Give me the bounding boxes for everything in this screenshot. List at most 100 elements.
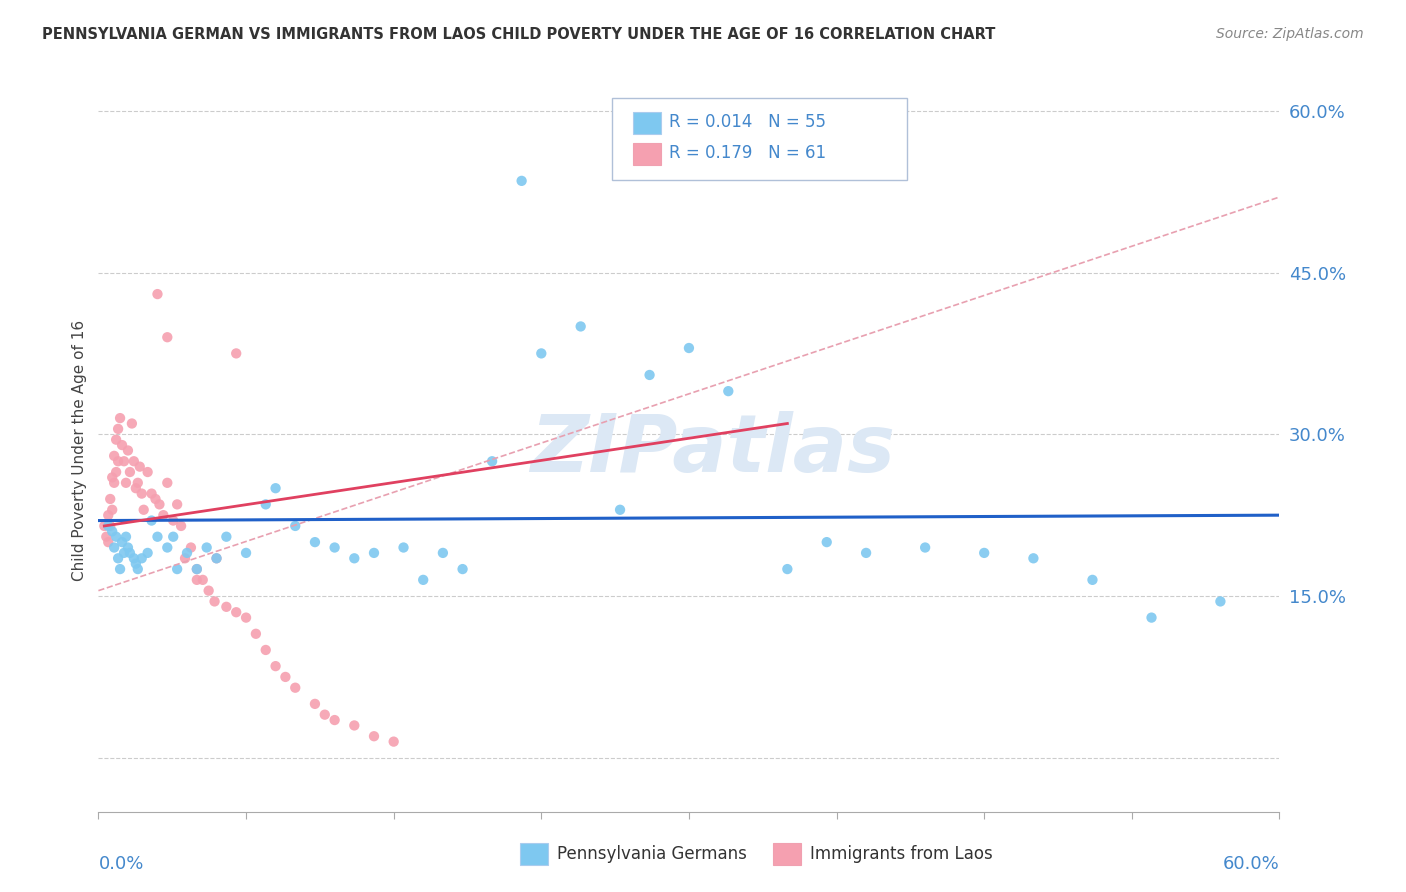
Point xyxy=(97,508,120,523)
Point xyxy=(146,287,169,301)
Point xyxy=(97,519,120,533)
Point xyxy=(111,535,134,549)
Point xyxy=(191,573,214,587)
Point xyxy=(152,508,174,523)
Point xyxy=(103,541,125,555)
Point xyxy=(156,475,179,490)
Text: 0.0%: 0.0% xyxy=(98,855,143,873)
Text: 60.0%: 60.0% xyxy=(1223,855,1279,873)
Point xyxy=(186,562,208,576)
Point xyxy=(195,541,218,555)
Point xyxy=(122,454,145,468)
Point xyxy=(343,718,366,732)
Point xyxy=(131,486,153,500)
Point xyxy=(108,411,131,425)
Point xyxy=(112,454,135,468)
Point xyxy=(609,502,631,516)
Point xyxy=(136,465,159,479)
Point xyxy=(145,491,167,506)
Point xyxy=(125,557,148,571)
Text: Source: ZipAtlas.com: Source: ZipAtlas.com xyxy=(1216,27,1364,41)
Point xyxy=(382,734,405,748)
Point xyxy=(141,514,163,528)
Text: PENNSYLVANIA GERMAN VS IMMIGRANTS FROM LAOS CHILD POVERTY UNDER THE AGE OF 16 CO: PENNSYLVANIA GERMAN VS IMMIGRANTS FROM L… xyxy=(42,27,995,42)
Point xyxy=(111,438,134,452)
Point xyxy=(112,546,135,560)
Point xyxy=(101,524,124,539)
Point xyxy=(132,502,155,516)
Point xyxy=(973,546,995,560)
Point xyxy=(264,481,287,495)
Text: Pennsylvania Germans: Pennsylvania Germans xyxy=(557,845,747,863)
Point xyxy=(127,562,149,576)
Point xyxy=(914,541,936,555)
Text: R = 0.179   N = 61: R = 0.179 N = 61 xyxy=(669,145,827,162)
Point xyxy=(97,535,120,549)
Point xyxy=(284,519,307,533)
Point xyxy=(363,546,385,560)
Point xyxy=(156,330,179,344)
Point xyxy=(105,530,128,544)
Point xyxy=(121,417,143,431)
Point xyxy=(569,319,592,334)
Point xyxy=(186,573,208,587)
Point xyxy=(215,530,238,544)
Point xyxy=(115,530,138,544)
Point xyxy=(96,530,118,544)
Point xyxy=(101,470,124,484)
Point xyxy=(264,659,287,673)
Point xyxy=(363,729,385,743)
Point xyxy=(103,449,125,463)
Point xyxy=(530,346,553,360)
Point xyxy=(1209,594,1232,608)
Point xyxy=(855,546,877,560)
Point xyxy=(776,562,799,576)
Point xyxy=(162,530,184,544)
Point xyxy=(204,594,226,608)
Text: ZIPatlas: ZIPatlas xyxy=(530,411,896,490)
Point xyxy=(412,573,434,587)
Point xyxy=(323,713,346,727)
Point xyxy=(125,481,148,495)
Point xyxy=(122,551,145,566)
Point xyxy=(166,562,188,576)
Point xyxy=(146,530,169,544)
Point xyxy=(254,643,277,657)
Point xyxy=(166,497,188,511)
Point xyxy=(141,486,163,500)
Point xyxy=(304,535,326,549)
Point xyxy=(105,433,128,447)
Point xyxy=(186,562,208,576)
Point xyxy=(215,599,238,614)
Point xyxy=(93,519,115,533)
Point xyxy=(98,491,121,506)
Text: Immigrants from Laos: Immigrants from Laos xyxy=(810,845,993,863)
Point xyxy=(225,605,247,619)
Point xyxy=(245,627,267,641)
Point xyxy=(156,541,179,555)
Point xyxy=(1081,573,1104,587)
Point xyxy=(115,475,138,490)
Point xyxy=(108,562,131,576)
Point xyxy=(127,475,149,490)
Point xyxy=(323,541,346,555)
Point xyxy=(98,519,121,533)
Point xyxy=(205,551,228,566)
Point xyxy=(717,384,740,399)
Point xyxy=(235,546,257,560)
Point xyxy=(510,174,533,188)
Point xyxy=(343,551,366,566)
Point xyxy=(1022,551,1045,566)
Point xyxy=(131,551,153,566)
Point xyxy=(107,551,129,566)
Point xyxy=(107,422,129,436)
Point xyxy=(148,497,170,511)
Point xyxy=(392,541,415,555)
Point xyxy=(481,454,503,468)
Text: R = 0.014   N = 55: R = 0.014 N = 55 xyxy=(669,113,827,131)
Point xyxy=(107,454,129,468)
Point xyxy=(451,562,474,576)
Point xyxy=(136,546,159,560)
Point xyxy=(225,346,247,360)
Point xyxy=(174,551,197,566)
